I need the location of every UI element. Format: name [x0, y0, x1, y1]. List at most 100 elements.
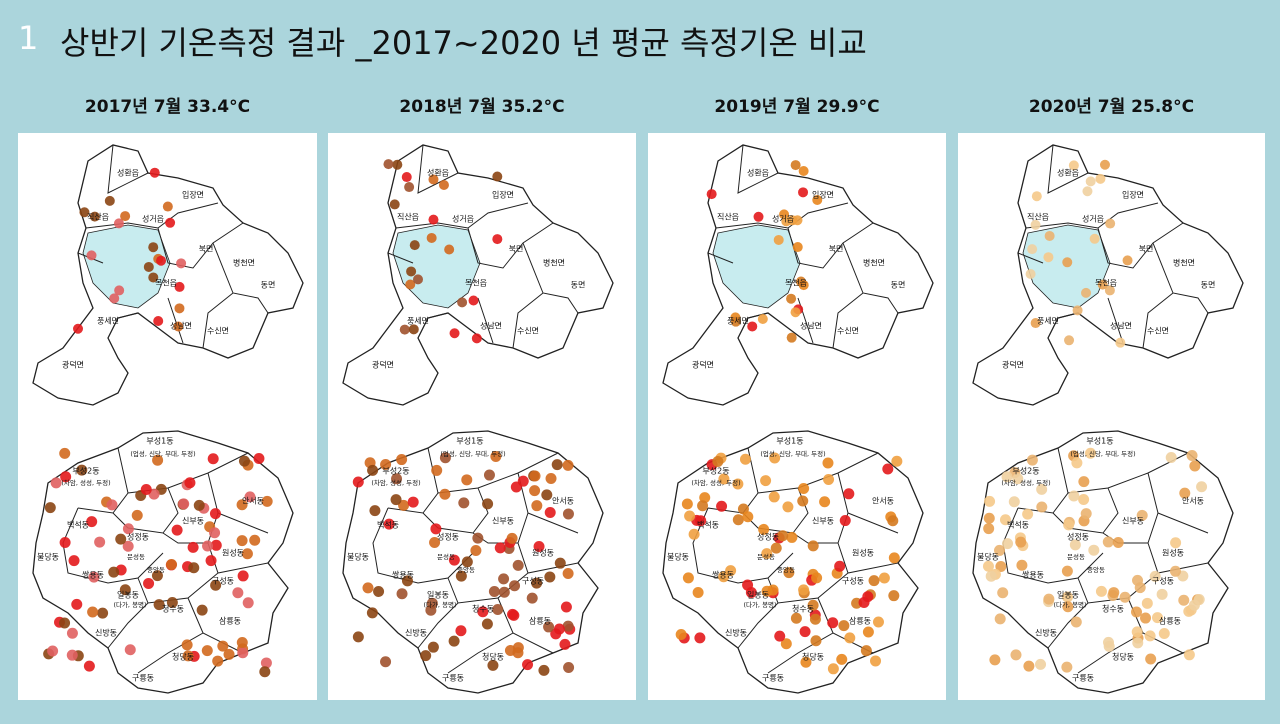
measurement-dot: [712, 456, 724, 468]
measurement-dot: [562, 508, 574, 520]
measurement-dot: [1099, 159, 1110, 170]
measurement-dot: [739, 453, 751, 465]
measurement-dot: [799, 626, 811, 638]
region-label: 목천읍: [465, 278, 487, 288]
region-label: (업성, 신당, 부대, 두정): [130, 449, 195, 458]
measurement-dot: [509, 580, 521, 592]
region-label: 수신면: [207, 326, 229, 336]
district-outline: [662, 144, 934, 406]
measurement-dot: [373, 585, 385, 597]
measurement-dot: [1063, 519, 1075, 531]
measurement-dot: [241, 548, 253, 560]
measurement-dot: [399, 324, 410, 335]
measurement-dot: [420, 650, 432, 662]
measurement-dot: [260, 657, 272, 669]
measurement-dot: [982, 560, 994, 572]
measurement-dot: [551, 459, 563, 471]
region-label: 구성동: [1152, 577, 1174, 586]
measurement-dot: [1179, 487, 1191, 499]
measurement-dot: [458, 497, 470, 509]
measurement-dot: [176, 258, 187, 269]
measurement-dot: [470, 544, 482, 556]
measurement-dot: [725, 565, 737, 577]
measurement-dot: [1170, 537, 1182, 549]
district-outline: [972, 144, 1244, 406]
region-label: 입장면: [1122, 190, 1144, 200]
measurement-dot: [431, 464, 443, 476]
region-label: (차암, 성성, 두정): [691, 478, 740, 487]
measurement-dot: [823, 474, 835, 486]
region-label: (다가, 봉명): [423, 600, 456, 609]
region-label: (차암, 성성, 두정): [61, 478, 110, 487]
measurement-dot: [844, 632, 856, 644]
measurement-dot: [114, 285, 125, 296]
measurement-dot: [1062, 257, 1073, 268]
measurement-dot: [1002, 538, 1014, 550]
measurement-dot: [181, 639, 193, 651]
measurement-dot: [131, 509, 143, 521]
region-label: 입장면: [812, 190, 834, 200]
measurement-dot: [507, 608, 519, 620]
region-label: 신부동: [1122, 517, 1144, 526]
measurement-dot: [205, 555, 217, 567]
measurement-dot: [984, 495, 996, 507]
region-label: 백석동: [1007, 520, 1029, 530]
region-label: 원성동: [852, 549, 874, 558]
measurement-dot: [193, 499, 205, 511]
measurement-dot: [174, 303, 185, 314]
measurement-dot: [786, 293, 797, 304]
region-label: 직산읍: [717, 212, 739, 222]
region-label: 청당동: [802, 652, 824, 662]
urban-area: [712, 224, 801, 309]
measurement-dot: [742, 511, 754, 523]
region-label: 안서동: [872, 496, 894, 506]
region-label: 쌍용동: [1022, 570, 1044, 580]
region-label: 성정동: [757, 532, 779, 542]
measurement-dot: [449, 328, 460, 339]
measurement-dot: [522, 659, 534, 671]
measurement-dot: [162, 201, 173, 212]
measurement-dot: [541, 489, 553, 501]
measurement-dot: [531, 577, 543, 589]
measurement-dot: [798, 187, 809, 198]
measurement-dot: [59, 536, 71, 548]
measurement-dot: [201, 645, 213, 657]
district-outline: [342, 144, 614, 406]
measurement-dot: [1069, 539, 1081, 551]
region-label: 병천면: [863, 258, 885, 268]
measurement-dot: [810, 635, 822, 647]
measurement-dot: [153, 599, 165, 611]
measurement-dot: [694, 632, 706, 644]
measurement-dot: [811, 572, 823, 584]
region-label: 풍세면: [97, 316, 119, 326]
measurement-dot: [993, 544, 1005, 556]
measurement-dot: [83, 660, 95, 672]
region-label: 중앙동: [457, 566, 475, 574]
region-label: 성정동: [1067, 532, 1089, 542]
region-label: (다가, 봉명): [1053, 600, 1086, 609]
measurement-dot: [398, 499, 410, 511]
region-label: 불당동: [977, 552, 999, 562]
measurement-dot: [1115, 337, 1126, 348]
measurement-dot: [1149, 570, 1161, 582]
region-label: 신방동: [405, 628, 427, 638]
measurement-dot: [529, 470, 541, 482]
measurement-dot: [781, 216, 792, 227]
measurement-dot: [210, 539, 222, 551]
measurement-dot: [730, 316, 741, 327]
measurement-dot: [770, 542, 782, 554]
measurement-dot: [108, 566, 120, 578]
panel-header: 2020년 7월 25.8°C: [1029, 97, 1194, 117]
measurement-dot: [122, 523, 134, 535]
panel-header: 2018년 7월 35.2°C: [399, 97, 564, 117]
region-label: 성남면: [170, 321, 192, 331]
district-borders: [1017, 144, 1209, 349]
measurement-dot: [531, 500, 543, 512]
measurement-dot: [428, 214, 439, 225]
measurement-dot: [1169, 565, 1181, 577]
urban-area: [82, 224, 171, 309]
measurement-dot: [1144, 630, 1156, 642]
measurement-dot: [352, 631, 364, 643]
region-label: 병천면: [233, 258, 255, 268]
measurement-dot: [809, 613, 821, 625]
